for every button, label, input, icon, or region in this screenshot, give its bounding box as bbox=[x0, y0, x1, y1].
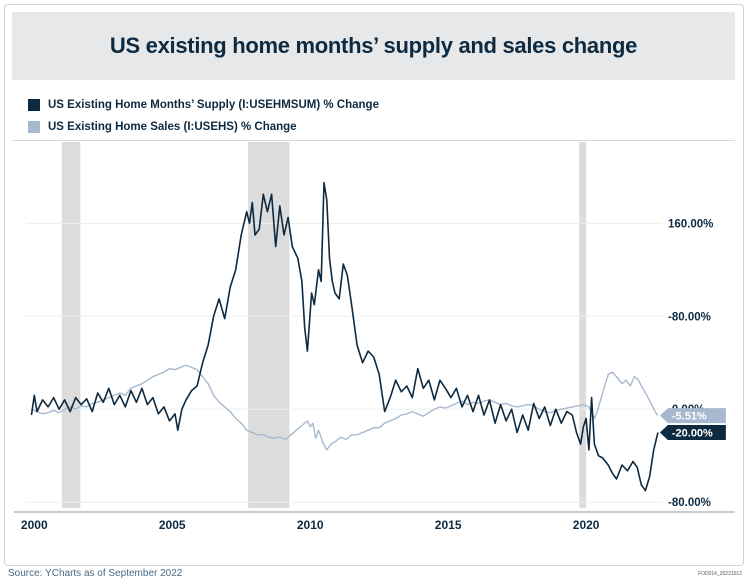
series-line-home-sales bbox=[31, 364, 659, 451]
legend-label-months-supply: US Existing Home Months’ Supply (I:USEHM… bbox=[48, 99, 379, 111]
legend-swatch-months-supply bbox=[28, 99, 40, 111]
legend-item-home-sales: US Existing Home Sales (I:USEHS) % Chang… bbox=[28, 118, 379, 136]
recession-band-0 bbox=[61, 142, 81, 508]
x-tick-label-2010: 2010 bbox=[297, 518, 324, 532]
title-bar: US existing home months’ supply and sale… bbox=[12, 12, 735, 80]
y-tick-label-0: 160.00% bbox=[668, 218, 713, 230]
end-tag-home-sales bbox=[659, 408, 726, 424]
legend-item-months-supply: US Existing Home Months’ Supply (I:USEHM… bbox=[28, 96, 379, 114]
source-note: Source: YCharts as of September 2022 bbox=[8, 568, 183, 579]
series-line-months-supply bbox=[30, 181, 659, 492]
legend: US Existing Home Months’ Supply (I:USEHM… bbox=[28, 96, 379, 140]
recession-band-1 bbox=[248, 142, 290, 508]
x-tick-label-2005: 2005 bbox=[159, 518, 186, 532]
x-tick-label-2000: 2000 bbox=[21, 518, 48, 532]
divider bbox=[12, 140, 735, 141]
chart-frame bbox=[4, 4, 744, 566]
legend-swatch-home-sales bbox=[28, 121, 40, 133]
recession-band-2 bbox=[579, 142, 587, 508]
end-tag-months-supply bbox=[659, 424, 726, 440]
y-tick-label-3: -80.00% bbox=[668, 497, 711, 509]
y-tick-label-1: -80.00% bbox=[668, 311, 711, 323]
end-value-label-home-sales: -5.51% bbox=[672, 411, 707, 423]
legend-label-home-sales: US Existing Home Sales (I:USEHS) % Chang… bbox=[48, 121, 297, 133]
x-tick-label-2020: 2020 bbox=[573, 518, 600, 532]
document-stamp: FOD014_20221012 bbox=[698, 571, 742, 577]
end-value-label-months-supply: -20.00% bbox=[672, 427, 713, 439]
chart-title: US existing home months’ supply and sale… bbox=[109, 33, 638, 58]
x-tick-label-2015: 2015 bbox=[435, 518, 462, 532]
